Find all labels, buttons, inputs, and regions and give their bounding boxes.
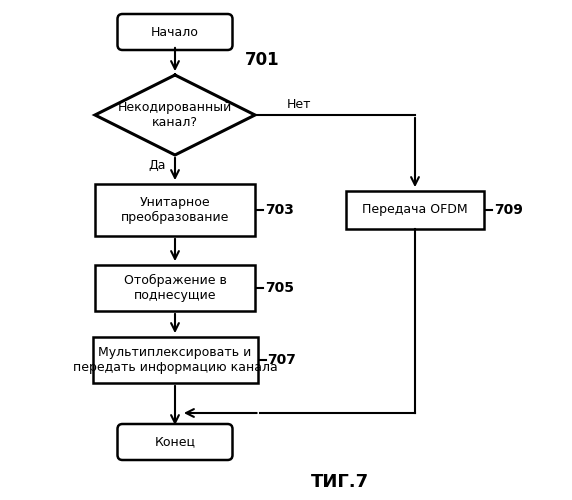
Text: Начало: Начало bbox=[151, 26, 199, 38]
Bar bbox=[346, 191, 484, 229]
Text: 703: 703 bbox=[265, 203, 294, 217]
Bar bbox=[95, 184, 255, 236]
Text: Передача OFDM: Передача OFDM bbox=[362, 204, 468, 216]
Text: 707: 707 bbox=[268, 353, 296, 367]
FancyBboxPatch shape bbox=[117, 14, 232, 50]
Text: Нет: Нет bbox=[287, 98, 312, 112]
Text: Отображение в
поднесущие: Отображение в поднесущие bbox=[124, 274, 227, 302]
FancyBboxPatch shape bbox=[117, 424, 232, 460]
Bar bbox=[95, 265, 255, 311]
Bar bbox=[93, 337, 257, 383]
Text: 705: 705 bbox=[265, 281, 294, 295]
Text: Некодированный
канал?: Некодированный канал? bbox=[118, 101, 232, 129]
Text: Да: Да bbox=[148, 159, 166, 172]
Text: 709: 709 bbox=[494, 203, 523, 217]
Text: ΤИГ.7: ΤИГ.7 bbox=[311, 473, 369, 491]
Text: Конец: Конец bbox=[154, 436, 196, 448]
Text: Мультиплексировать и
передать информацию канала: Мультиплексировать и передать информацию… bbox=[73, 346, 277, 374]
Text: 701: 701 bbox=[245, 51, 280, 69]
Text: Унитарное
преобразование: Унитарное преобразование bbox=[121, 196, 229, 224]
